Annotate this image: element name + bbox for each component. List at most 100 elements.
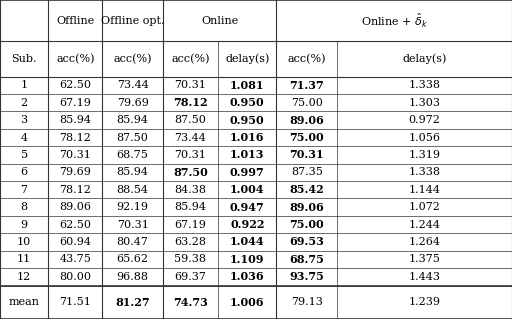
Text: delay(s): delay(s) — [402, 54, 446, 64]
Text: 10: 10 — [17, 237, 31, 247]
Text: 75.00: 75.00 — [289, 219, 324, 230]
Text: 2: 2 — [20, 98, 28, 108]
Text: 79.69: 79.69 — [59, 167, 91, 177]
Text: 1.319: 1.319 — [409, 150, 440, 160]
Text: 1.006: 1.006 — [230, 297, 265, 308]
Text: 68.75: 68.75 — [289, 254, 324, 265]
Text: 12: 12 — [17, 272, 31, 282]
Text: 73.44: 73.44 — [117, 80, 148, 90]
Text: 87.35: 87.35 — [291, 167, 323, 177]
Text: 63.28: 63.28 — [175, 237, 206, 247]
Text: 79.13: 79.13 — [291, 297, 323, 307]
Text: 87.50: 87.50 — [173, 167, 208, 178]
Text: 89.06: 89.06 — [289, 202, 324, 213]
Text: Online + $\hat{\delta}_k$: Online + $\hat{\delta}_k$ — [360, 11, 428, 30]
Text: 1.013: 1.013 — [230, 149, 265, 160]
Text: 1.303: 1.303 — [409, 98, 440, 108]
Text: acc(%): acc(%) — [171, 54, 210, 64]
Text: acc(%): acc(%) — [113, 54, 152, 64]
Text: 70.31: 70.31 — [175, 80, 206, 90]
Text: 4: 4 — [20, 132, 28, 143]
Text: Sub.: Sub. — [11, 54, 37, 64]
Text: 1.239: 1.239 — [409, 297, 440, 307]
Text: 65.62: 65.62 — [117, 254, 148, 264]
Text: 80.00: 80.00 — [59, 272, 91, 282]
Text: 67.19: 67.19 — [175, 219, 206, 230]
Text: 60.94: 60.94 — [59, 237, 91, 247]
Text: Offline opt.: Offline opt. — [101, 16, 164, 26]
Text: 0.972: 0.972 — [409, 115, 440, 125]
Text: 1.338: 1.338 — [409, 167, 440, 177]
Text: 1.443: 1.443 — [409, 272, 440, 282]
Text: 87.50: 87.50 — [175, 115, 206, 125]
Text: 85.94: 85.94 — [117, 167, 148, 177]
Text: 9: 9 — [20, 219, 28, 230]
Text: 70.31: 70.31 — [175, 150, 206, 160]
Text: 93.75: 93.75 — [289, 271, 324, 282]
Text: 75.00: 75.00 — [291, 98, 323, 108]
Text: 1.109: 1.109 — [230, 254, 265, 265]
Text: 85.94: 85.94 — [59, 115, 91, 125]
Text: 80.47: 80.47 — [117, 237, 148, 247]
Text: acc(%): acc(%) — [56, 54, 95, 64]
Text: 68.75: 68.75 — [117, 150, 148, 160]
Text: 78.12: 78.12 — [59, 185, 91, 195]
Text: 96.88: 96.88 — [117, 272, 148, 282]
Text: 1.044: 1.044 — [230, 236, 265, 248]
Text: 0.997: 0.997 — [230, 167, 265, 178]
Text: 0.922: 0.922 — [230, 219, 265, 230]
Text: 85.94: 85.94 — [175, 202, 206, 212]
Text: 1.072: 1.072 — [409, 202, 440, 212]
Text: 87.50: 87.50 — [117, 132, 148, 143]
Text: 3: 3 — [20, 115, 28, 125]
Text: 74.73: 74.73 — [173, 297, 208, 308]
Text: 1.144: 1.144 — [409, 185, 440, 195]
Text: 1.056: 1.056 — [409, 132, 440, 143]
Text: delay(s): delay(s) — [225, 54, 269, 64]
Text: 85.94: 85.94 — [117, 115, 148, 125]
Text: 84.38: 84.38 — [175, 185, 206, 195]
Text: Offline: Offline — [56, 16, 94, 26]
Text: 70.31: 70.31 — [289, 149, 324, 160]
Text: 92.19: 92.19 — [117, 202, 148, 212]
Text: 0.950: 0.950 — [230, 97, 265, 108]
Text: 73.44: 73.44 — [175, 132, 206, 143]
Text: 1.081: 1.081 — [230, 80, 265, 91]
Text: 78.12: 78.12 — [173, 97, 208, 108]
Text: 62.50: 62.50 — [59, 80, 91, 90]
Text: 1.036: 1.036 — [230, 271, 265, 282]
Text: 79.69: 79.69 — [117, 98, 148, 108]
Text: 1.016: 1.016 — [230, 132, 265, 143]
Text: 67.19: 67.19 — [59, 98, 91, 108]
Text: acc(%): acc(%) — [287, 54, 326, 64]
Text: 59.38: 59.38 — [175, 254, 206, 264]
Text: 1.244: 1.244 — [409, 219, 440, 230]
Text: 88.54: 88.54 — [117, 185, 148, 195]
Text: 69.53: 69.53 — [289, 236, 324, 248]
Text: 5: 5 — [20, 150, 28, 160]
Text: 89.06: 89.06 — [59, 202, 91, 212]
Text: 78.12: 78.12 — [59, 132, 91, 143]
Text: 89.06: 89.06 — [289, 115, 324, 126]
Text: 0.950: 0.950 — [230, 115, 265, 126]
Text: 1.375: 1.375 — [409, 254, 440, 264]
Text: 85.42: 85.42 — [289, 184, 324, 195]
Text: 69.37: 69.37 — [175, 272, 206, 282]
Text: 1.264: 1.264 — [409, 237, 440, 247]
Text: 0.947: 0.947 — [230, 202, 265, 213]
Text: 1.338: 1.338 — [409, 80, 440, 90]
Text: 11: 11 — [17, 254, 31, 264]
Text: 62.50: 62.50 — [59, 219, 91, 230]
Text: 70.31: 70.31 — [59, 150, 91, 160]
Text: mean: mean — [9, 297, 39, 307]
Text: 71.37: 71.37 — [289, 80, 324, 91]
Text: 71.51: 71.51 — [59, 297, 91, 307]
Text: 81.27: 81.27 — [115, 297, 150, 308]
Text: 1: 1 — [20, 80, 28, 90]
Text: 70.31: 70.31 — [117, 219, 148, 230]
Text: 8: 8 — [20, 202, 28, 212]
Text: 7: 7 — [20, 185, 28, 195]
Text: 6: 6 — [20, 167, 28, 177]
Text: 75.00: 75.00 — [289, 132, 324, 143]
Text: 1.004: 1.004 — [230, 184, 265, 195]
